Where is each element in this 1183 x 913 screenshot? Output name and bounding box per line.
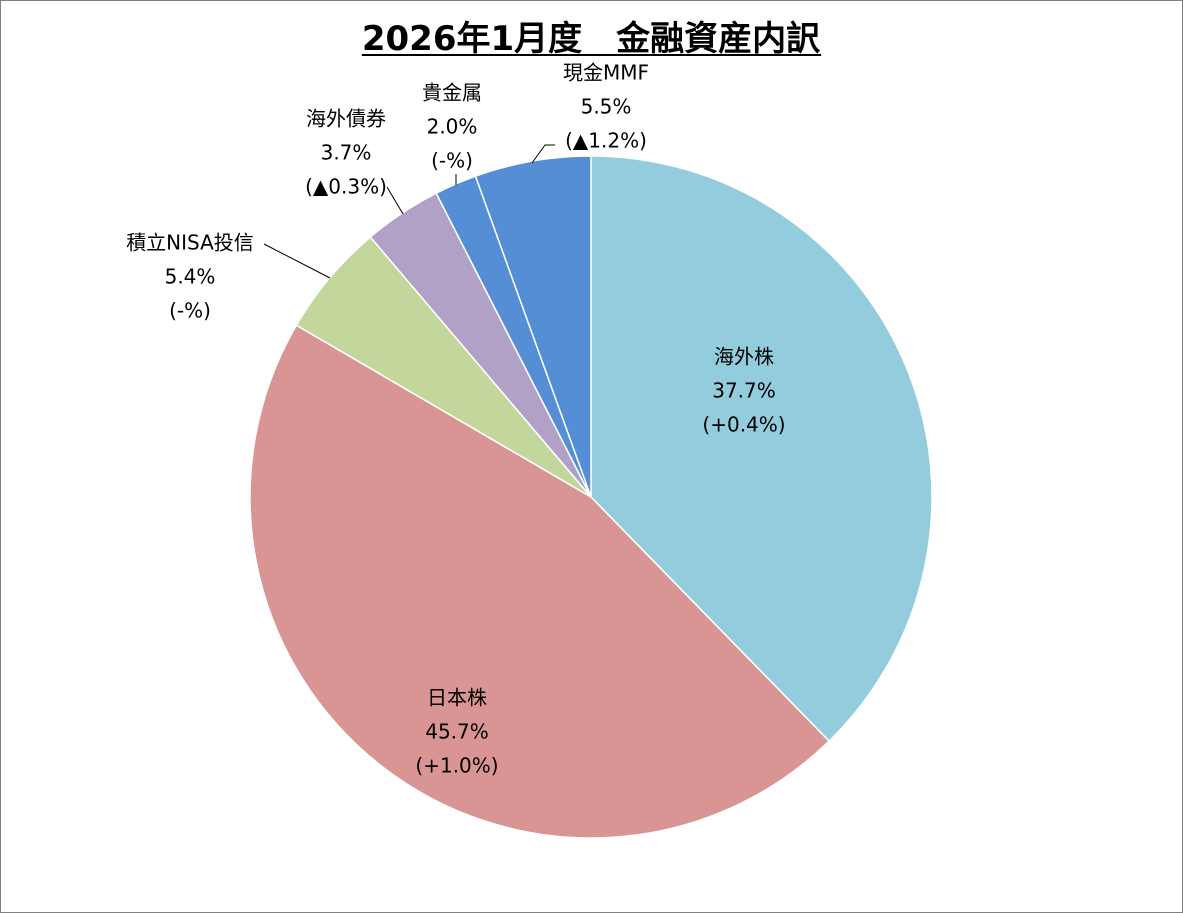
- slice-change-label: (+1.0%): [415, 754, 498, 778]
- leader-lines: [263, 144, 555, 279]
- pie-slice: [474, 155, 592, 498]
- slice-value-label: 5.4%: [165, 265, 216, 289]
- slice-name-label: 海外債券: [306, 107, 386, 131]
- data-labels: 海外株 37.7% (+0.4%) 日本株 45.7% (+1.0%) 積立NISA投信 5.…: [126, 61, 785, 778]
- leader-line: [531, 144, 555, 164]
- leader-line: [386, 186, 404, 215]
- slice-change-label: (-%): [169, 299, 211, 323]
- slice-change-label: (-%): [431, 149, 473, 173]
- slice-value-label: 5.5%: [581, 95, 632, 119]
- slice-change-label: (▲1.2%): [565, 129, 647, 153]
- slice-name-label: 海外株: [714, 345, 774, 369]
- slice-name-label: 積立NISA投信: [126, 231, 254, 255]
- pie-slices: [249, 155, 933, 839]
- slice-value-label: 3.7%: [321, 141, 372, 165]
- slice-value-label: 45.7%: [425, 720, 489, 744]
- leader-line: [263, 243, 331, 279]
- pie-slice: [590, 155, 933, 743]
- slice-name-label: 現金MMF: [563, 61, 649, 85]
- slice-change-label: (▲0.3%): [305, 175, 387, 199]
- slice-name-label: 貴金属: [422, 81, 482, 105]
- pie-slice: [249, 324, 831, 839]
- slice-value-label: 37.7%: [712, 379, 776, 403]
- chart-title: 2026年1月度 金融資産内訳: [362, 19, 821, 59]
- slice-name-label: 日本株: [427, 686, 487, 710]
- slice-value-label: 2.0%: [427, 115, 478, 139]
- slice-change-label: (+0.4%): [702, 413, 785, 437]
